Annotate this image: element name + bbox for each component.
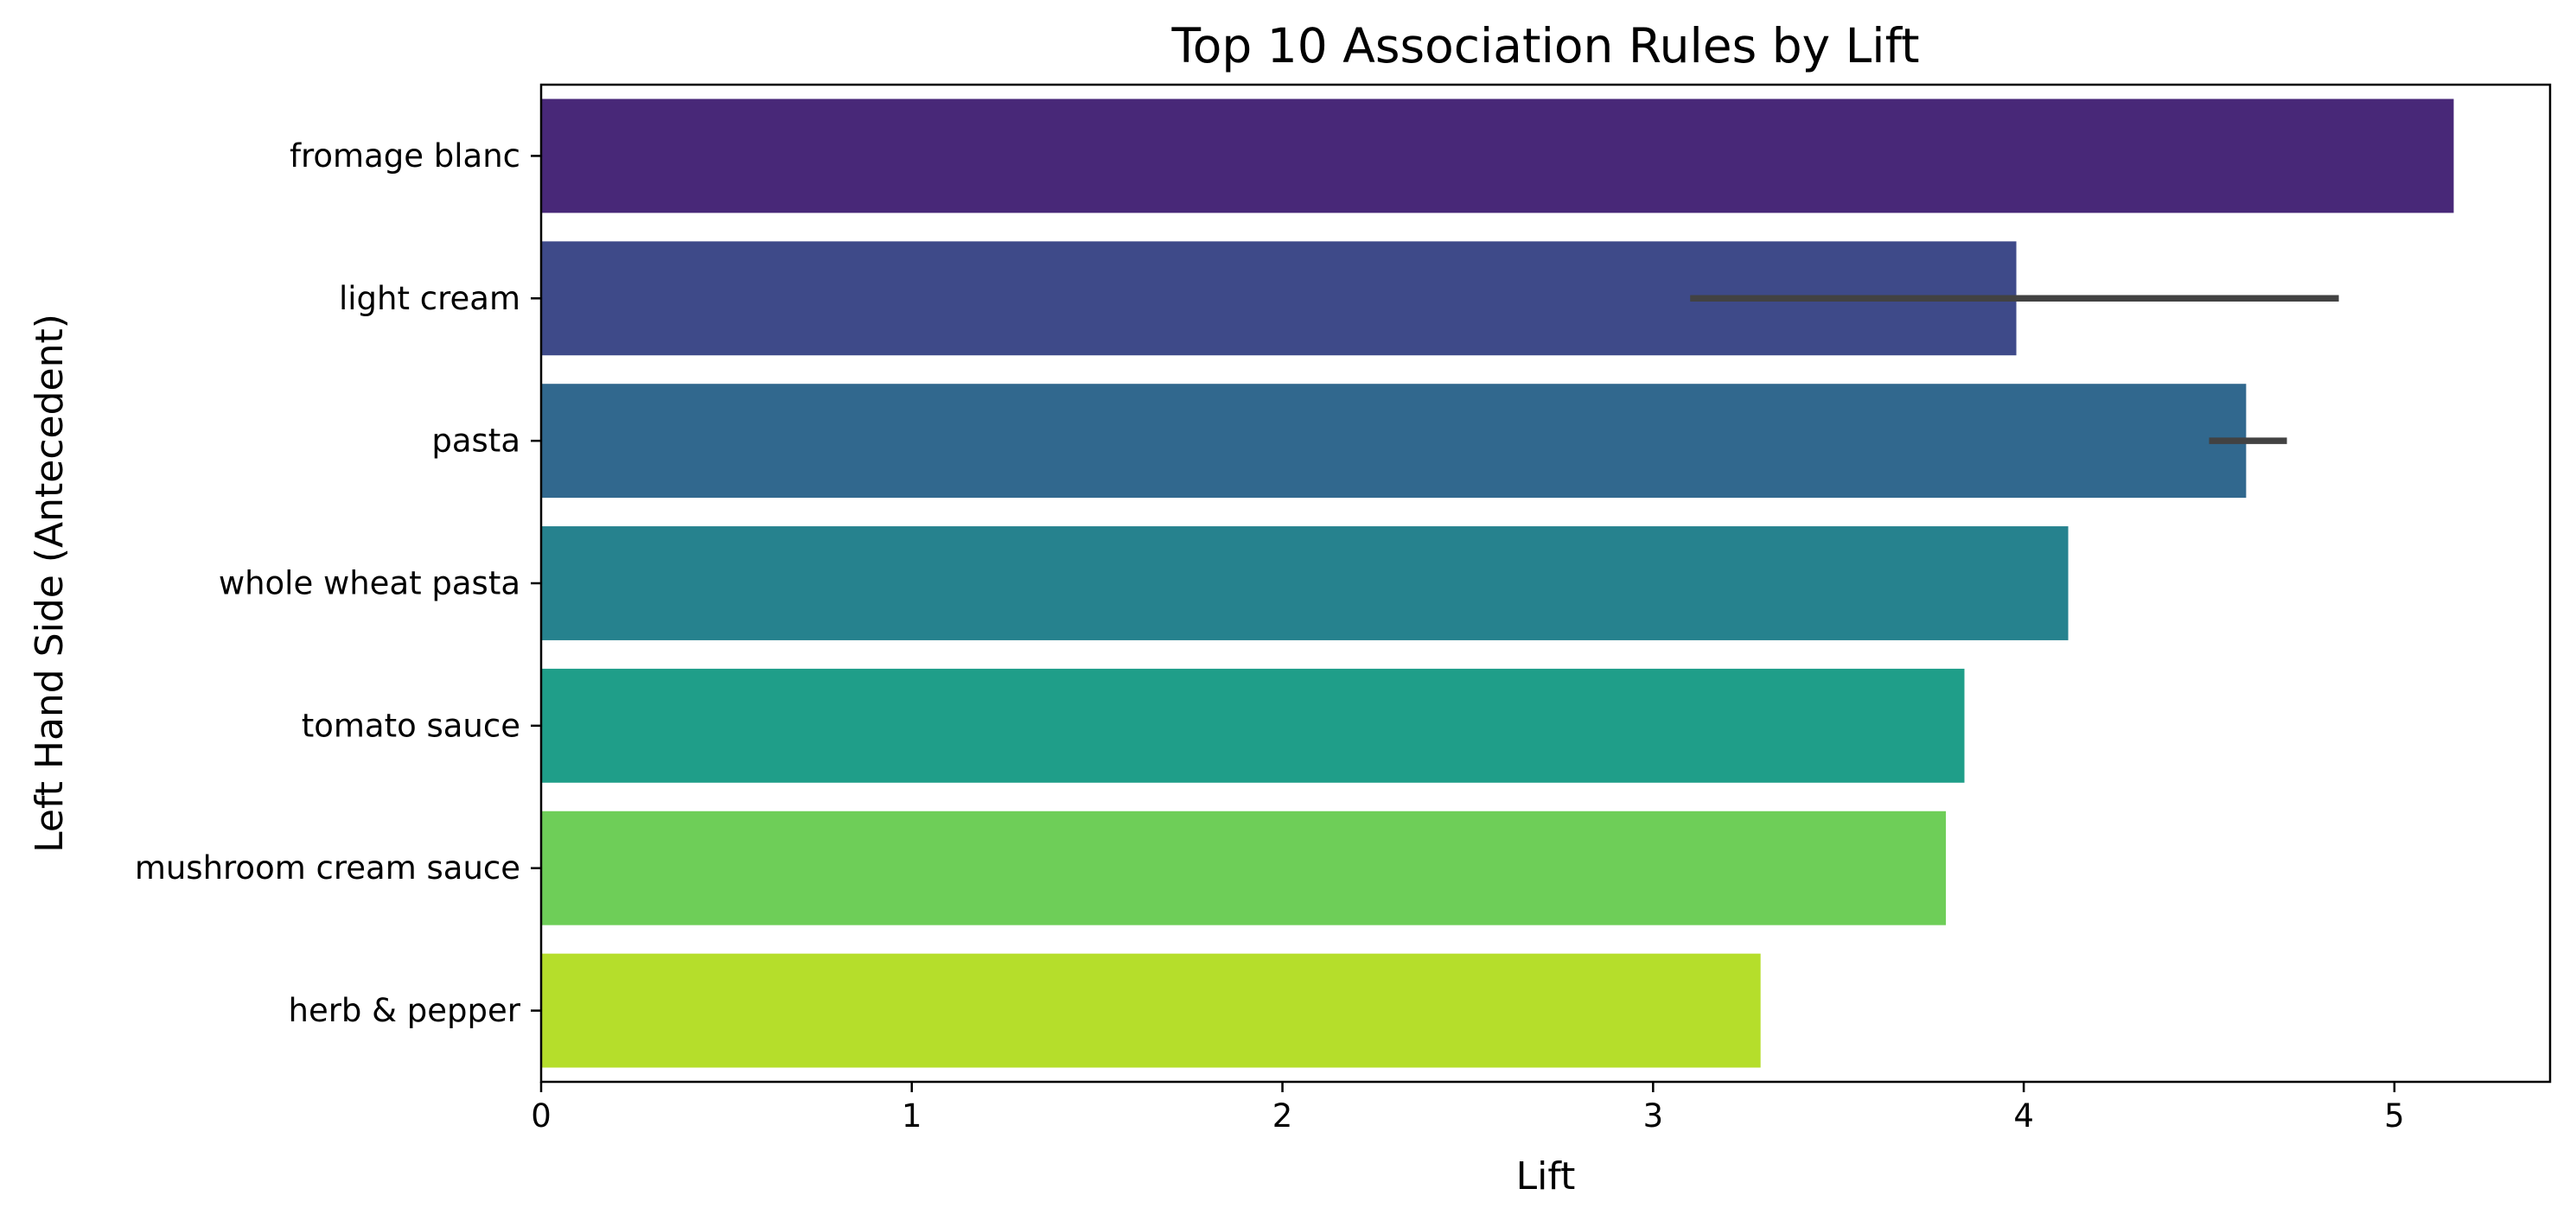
error-bars-layer: [1690, 295, 2339, 444]
y-tick-label: mushroom cream sauce: [135, 849, 520, 887]
bar: [541, 384, 2247, 499]
x-axis-ticks: 0 1 2 3 4 5: [531, 1082, 2405, 1135]
x-tick-label: 1: [902, 1097, 922, 1135]
bar: [541, 811, 1947, 925]
bar: [541, 526, 2069, 640]
x-axis-label: Lift: [1516, 1154, 1576, 1198]
chart-title: Top 10 Association Rules by Lift: [1170, 18, 1919, 73]
bar: [541, 99, 2454, 213]
bar: [541, 668, 1965, 783]
x-tick-label: 2: [1272, 1097, 1293, 1135]
y-axis-ticks: fromage blanc light cream pasta whole wheat…: [135, 137, 541, 1029]
y-tick-label: pasta: [431, 423, 520, 460]
y-tick-label: herb & pepper: [289, 992, 521, 1029]
x-tick-label: 5: [2384, 1097, 2405, 1135]
bar: [541, 953, 1761, 1068]
x-tick-label: 3: [1643, 1097, 1664, 1135]
y-axis-label: Left Hand Side (Antecedent): [28, 314, 72, 853]
x-tick-label: 4: [2013, 1097, 2034, 1135]
bars-layer: [541, 99, 2454, 1068]
y-tick-label: tomato sauce: [302, 707, 520, 744]
x-tick-label: 0: [531, 1097, 552, 1135]
y-tick-label: light cream: [339, 280, 520, 317]
y-tick-label: fromage blanc: [290, 137, 520, 175]
y-tick-label: whole wheat pasta: [219, 565, 520, 602]
